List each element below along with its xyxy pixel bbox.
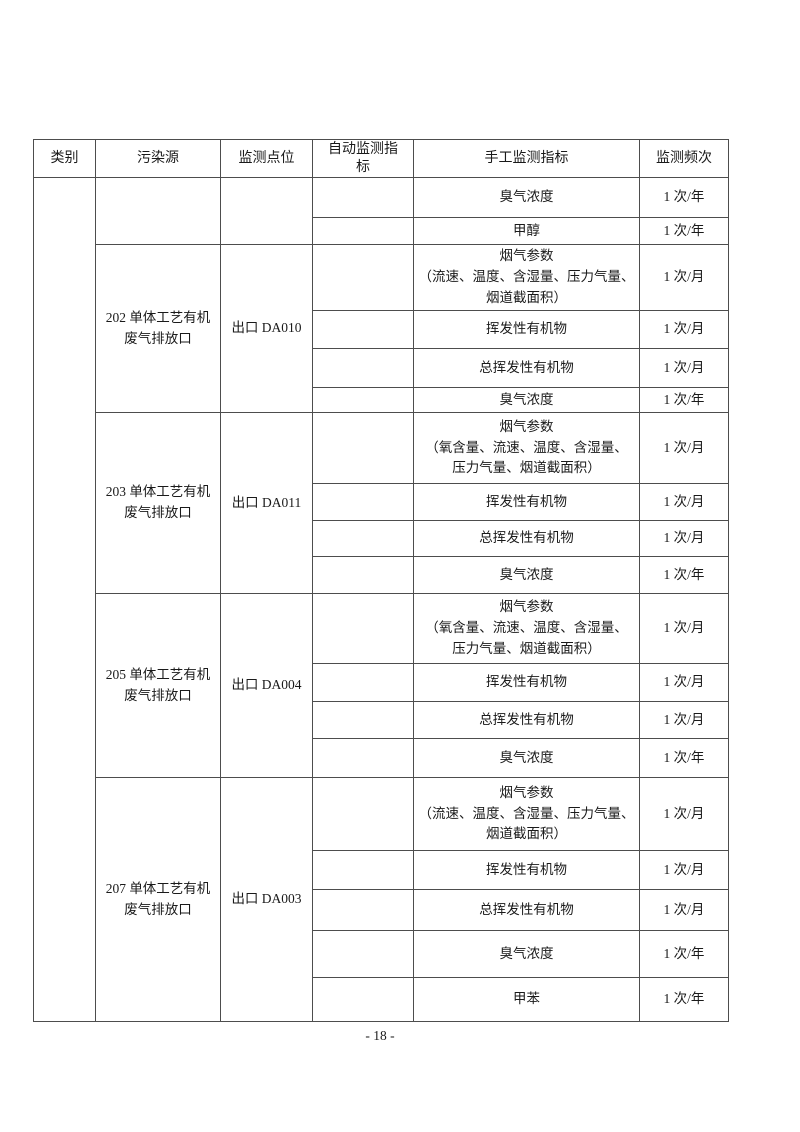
auto-indicator-cell	[312, 483, 414, 521]
header-monitoring-point: 监测点位	[220, 139, 313, 178]
table-row: 205 单体工艺有机 废气排放口 出口 DA004 烟气参数 （氧含量、流速、温…	[34, 593, 729, 778]
manual-indicator-cell: 臭气浓度	[413, 738, 640, 778]
table-row: 总挥发性有机物 1 次/月	[34, 889, 729, 931]
table-row: 总挥发性有机物 1 次/月	[34, 520, 729, 557]
auto-indicator-cell	[312, 738, 414, 778]
table-header-row: 类别 污染源 监测点位 自动监测指 标 手工监测指标 监测频次	[33, 139, 729, 178]
category-cell	[33, 177, 96, 1022]
manual-indicator-cell: 臭气浓度	[413, 930, 640, 978]
auto-indicator-cell	[312, 244, 414, 311]
point-cell: 出口 DA003	[220, 777, 313, 1022]
manual-indicator-cell: 总挥发性有机物	[413, 889, 640, 931]
manual-indicator-cell: 烟气参数 （流速、温度、含湿量、压力气量、 烟道截面积）	[413, 777, 640, 851]
table-row: 甲苯 1 次/年	[34, 977, 729, 1022]
table-row: 臭气浓度 1 次/年	[33, 177, 729, 1022]
frequency-cell: 1 次/年	[639, 930, 729, 978]
header-category: 类别	[33, 139, 96, 178]
frequency-cell: 1 次/年	[639, 387, 729, 413]
table-row: 挥发性有机物 1 次/月	[34, 483, 729, 521]
frequency-cell: 1 次/月	[639, 701, 729, 739]
frequency-cell: 1 次/年	[639, 556, 729, 594]
auto-indicator-cell	[312, 977, 414, 1022]
manual-indicator-cell: 烟气参数 （氧含量、流速、温度、含湿量、 压力气量、烟道截面积）	[413, 593, 640, 664]
auto-indicator-cell	[312, 889, 414, 931]
manual-indicator-cell: 烟气参数 （流速、温度、含湿量、压力气量、 烟道截面积）	[413, 244, 640, 311]
monitoring-table: 类别 污染源 监测点位 自动监测指 标 手工监测指标 监测频次 臭气浓度 1 次…	[33, 139, 729, 1022]
table-row: 臭气浓度 1 次/年	[34, 930, 729, 978]
manual-indicator-cell: 总挥发性有机物	[413, 520, 640, 557]
auto-indicator-cell	[312, 593, 414, 664]
point-cell: 出口 DA010	[220, 244, 313, 413]
manual-indicator-cell: 挥发性有机物	[413, 663, 640, 702]
frequency-cell: 1 次/月	[639, 889, 729, 931]
table-row: 202 单体工艺有机 废气排放口 出口 DA010 烟气参数 （流速、温度、含湿…	[34, 244, 729, 413]
source-cell: 207 单体工艺有机 废气排放口	[95, 777, 221, 1022]
frequency-cell: 1 次/月	[639, 348, 729, 388]
auto-indicator-cell	[312, 701, 414, 739]
auto-indicator-cell	[312, 556, 414, 594]
source-cell: 203 单体工艺有机 废气排放口	[95, 412, 221, 594]
point-cell: 出口 DA011	[220, 412, 313, 594]
frequency-cell: 1 次/年	[639, 738, 729, 778]
table-row: 臭气浓度 1 次/年	[34, 387, 729, 413]
table-row: 207 单体工艺有机 废气排放口 出口 DA003 烟气参数 （流速、温度、含湿…	[34, 777, 729, 1022]
source-cell	[95, 177, 221, 245]
auto-indicator-cell	[312, 177, 414, 218]
auto-indicator-cell	[312, 850, 414, 890]
auto-indicator-cell	[312, 930, 414, 978]
manual-indicator-cell: 总挥发性有机物	[413, 701, 640, 739]
frequency-cell: 1 次/月	[639, 244, 729, 311]
table-row: 总挥发性有机物 1 次/月	[34, 348, 729, 388]
frequency-cell: 1 次/月	[639, 412, 729, 484]
frequency-cell: 1 次/月	[639, 593, 729, 664]
frequency-cell: 1 次/年	[639, 217, 729, 245]
manual-indicator-cell: 臭气浓度	[413, 556, 640, 594]
frequency-cell: 1 次/月	[639, 483, 729, 521]
header-frequency: 监测频次	[639, 139, 729, 178]
table-row: 203 单体工艺有机 废气排放口 出口 DA011 烟气参数 （氧含量、流速、温…	[34, 412, 729, 594]
auto-indicator-cell	[312, 777, 414, 851]
frequency-cell: 1 次/月	[639, 850, 729, 890]
auto-indicator-cell	[312, 217, 414, 245]
table-row: 臭气浓度 1 次/年	[34, 556, 729, 594]
auto-indicator-cell	[312, 663, 414, 702]
auto-indicator-cell	[312, 520, 414, 557]
manual-indicator-cell: 挥发性有机物	[413, 850, 640, 890]
manual-indicator-cell: 挥发性有机物	[413, 483, 640, 521]
manual-indicator-cell: 挥发性有机物	[413, 310, 640, 349]
frequency-cell: 1 次/月	[639, 663, 729, 702]
table-row: 臭气浓度 1 次/年	[34, 738, 729, 778]
manual-indicator-cell: 烟气参数 （氧含量、流速、温度、含湿量、 压力气量、烟道截面积）	[413, 412, 640, 484]
auto-indicator-cell	[312, 310, 414, 349]
frequency-cell: 1 次/年	[639, 177, 729, 218]
frequency-cell: 1 次/月	[639, 310, 729, 349]
manual-indicator-cell: 甲醇	[413, 217, 640, 245]
auto-indicator-cell	[312, 348, 414, 388]
frequency-cell: 1 次/月	[639, 520, 729, 557]
manual-indicator-cell: 臭气浓度	[413, 387, 640, 413]
manual-indicator-cell: 总挥发性有机物	[413, 348, 640, 388]
page-number: - 18 -	[365, 1028, 395, 1043]
source-cell: 205 单体工艺有机 废气排放口	[95, 593, 221, 778]
point-cell	[220, 177, 313, 245]
table-row: 挥发性有机物 1 次/月	[34, 663, 729, 702]
manual-indicator-cell: 臭气浓度	[413, 177, 640, 218]
header-manual-indicator: 手工监测指标	[413, 139, 640, 178]
source-cell: 202 单体工艺有机 废气排放口	[95, 244, 221, 413]
header-pollution-source: 污染源	[95, 139, 221, 178]
header-auto-indicator: 自动监测指 标	[312, 139, 414, 178]
auto-indicator-cell	[312, 412, 414, 484]
manual-indicator-cell: 甲苯	[413, 977, 640, 1022]
frequency-cell: 1 次/月	[639, 777, 729, 851]
point-cell: 出口 DA004	[220, 593, 313, 778]
frequency-cell: 1 次/年	[639, 977, 729, 1022]
auto-indicator-cell	[312, 387, 414, 413]
